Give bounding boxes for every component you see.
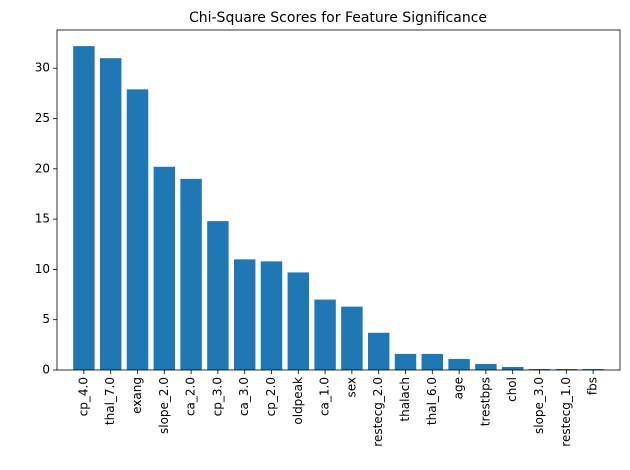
bar — [314, 299, 336, 370]
x-tick-label: cp_3.0 — [210, 377, 224, 416]
bar — [448, 358, 470, 370]
bar — [528, 368, 551, 370]
bar — [207, 221, 229, 370]
x-tick-label: cp_4.0 — [76, 377, 90, 416]
x-tick-label: ca_1.0 — [318, 377, 332, 416]
y-tick-label: 15 — [35, 212, 50, 226]
x-tick-label: slope_2.0 — [157, 377, 171, 434]
bar — [501, 366, 524, 370]
bar — [421, 353, 444, 370]
bar — [153, 166, 176, 370]
bar — [126, 89, 149, 370]
x-tick-label: chol — [505, 377, 519, 402]
bar — [73, 46, 95, 371]
bar — [233, 259, 256, 370]
x-tick-label: thal_6.0 — [425, 377, 439, 425]
bar — [180, 178, 202, 370]
y-tick-label: 30 — [35, 61, 50, 75]
x-tick-label: fbs — [586, 377, 600, 395]
x-tick-label: cp_2.0 — [264, 377, 278, 416]
plot-frame — [56, 29, 621, 371]
bar — [582, 368, 604, 370]
x-tick-label: thal_7.0 — [103, 377, 117, 425]
bar — [287, 272, 310, 370]
x-tick-label: ca_2.0 — [184, 377, 198, 416]
bar — [394, 353, 417, 370]
x-tick-label: restecg_1.0 — [559, 377, 573, 447]
bar — [367, 332, 390, 370]
x-tick-label: sex — [344, 377, 358, 398]
x-tick-label: restecg_2.0 — [371, 377, 385, 447]
bar — [341, 306, 363, 370]
y-tick-label: 10 — [35, 262, 50, 276]
chart-title: Chi-Square Scores for Feature Significan… — [189, 10, 487, 26]
x-tick-label: trestbps — [478, 377, 492, 426]
y-tick-label: 5 — [42, 312, 50, 326]
bar — [475, 363, 497, 370]
y-tick-label: 25 — [35, 111, 50, 125]
x-tick-label: age — [452, 377, 466, 399]
x-tick-label: ca_3.0 — [237, 377, 251, 416]
bar — [555, 368, 578, 370]
x-tick-label: thalach — [398, 377, 412, 422]
bar — [260, 261, 283, 370]
y-tick-label: 0 — [42, 363, 50, 377]
x-tick-label: exang — [130, 377, 144, 414]
y-tick-label: 20 — [35, 161, 50, 175]
x-tick-label: slope_3.0 — [532, 377, 546, 434]
bar — [99, 58, 122, 370]
x-tick-label: oldpeak — [291, 377, 305, 425]
